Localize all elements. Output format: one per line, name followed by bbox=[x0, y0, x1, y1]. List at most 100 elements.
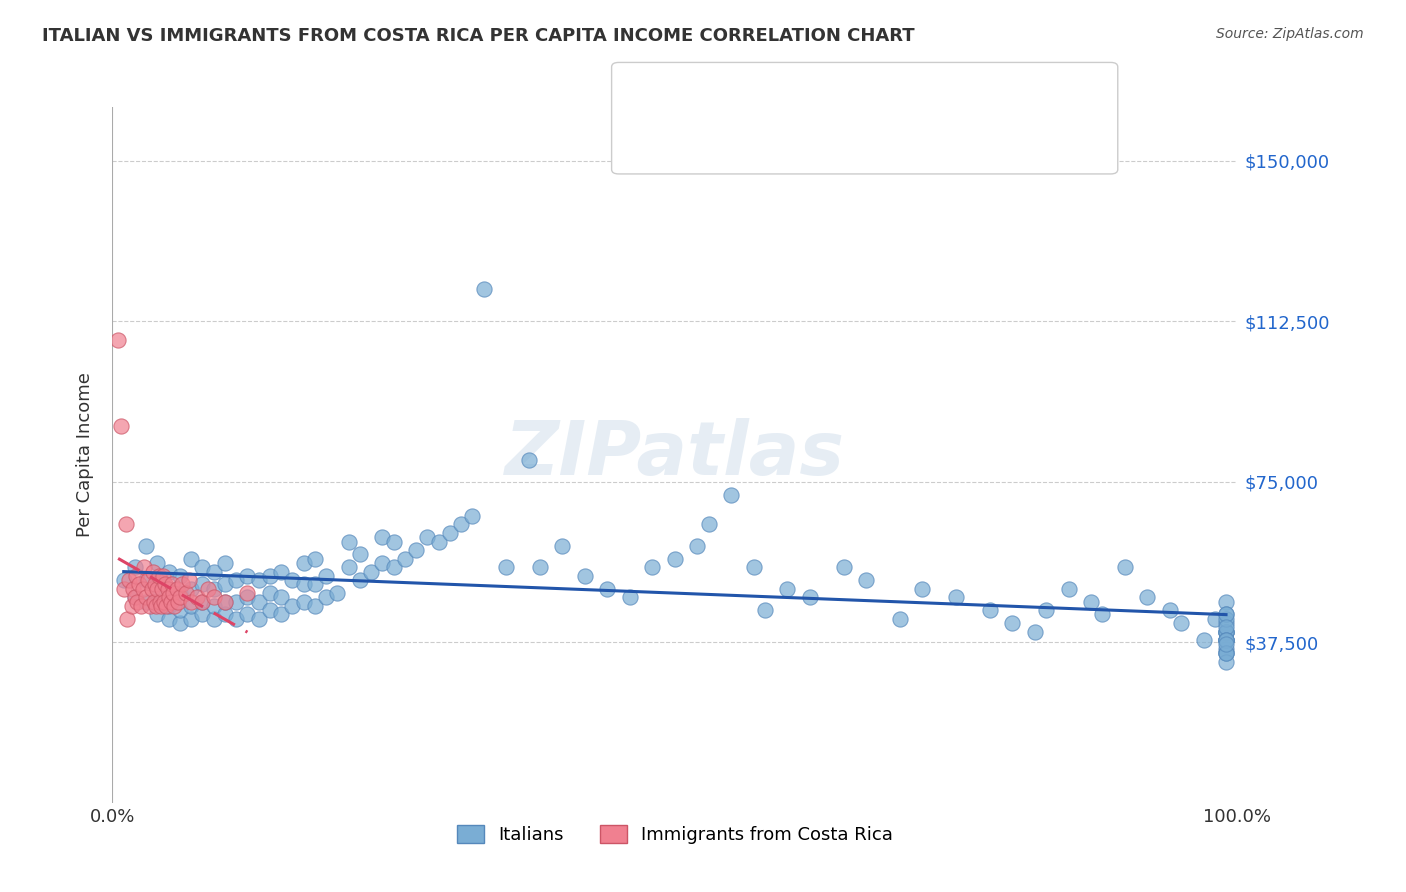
Point bbox=[270, 591, 292, 605]
Point bbox=[236, 586, 259, 600]
Point bbox=[202, 599, 225, 613]
Point bbox=[166, 582, 188, 596]
Point bbox=[270, 607, 292, 622]
Point bbox=[281, 573, 304, 587]
Point bbox=[1215, 624, 1237, 639]
Point bbox=[124, 591, 146, 605]
Point bbox=[247, 594, 270, 608]
Point bbox=[1159, 603, 1181, 617]
Point bbox=[259, 569, 281, 583]
Point bbox=[1035, 603, 1057, 617]
Y-axis label: Per Capita Income: Per Capita Income bbox=[76, 373, 94, 537]
Point bbox=[1215, 633, 1237, 648]
Point bbox=[157, 582, 180, 596]
Text: Source: ZipAtlas.com: Source: ZipAtlas.com bbox=[1216, 27, 1364, 41]
Point bbox=[1215, 655, 1237, 669]
Legend: Italians, Immigrants from Costa Rica: Italians, Immigrants from Costa Rica bbox=[450, 818, 900, 852]
Point bbox=[112, 582, 135, 596]
Point bbox=[135, 573, 157, 587]
Point bbox=[172, 577, 194, 591]
Point bbox=[1114, 560, 1136, 574]
Point bbox=[1024, 624, 1046, 639]
Point bbox=[157, 565, 180, 579]
Point bbox=[1215, 637, 1237, 651]
Point bbox=[157, 612, 180, 626]
Point bbox=[236, 591, 259, 605]
Point bbox=[115, 517, 138, 532]
Point bbox=[150, 582, 173, 596]
Point bbox=[1136, 591, 1159, 605]
Point bbox=[360, 565, 382, 579]
Point bbox=[1215, 612, 1237, 626]
Point bbox=[146, 573, 169, 587]
Point bbox=[349, 573, 371, 587]
Point bbox=[619, 591, 641, 605]
Point bbox=[225, 594, 247, 608]
Point bbox=[174, 586, 197, 600]
Point bbox=[247, 573, 270, 587]
Point bbox=[180, 582, 202, 596]
Point bbox=[1215, 607, 1237, 622]
Text: R = -0.013    N =  51: R = -0.013 N = 51 bbox=[678, 130, 887, 148]
Point bbox=[191, 594, 214, 608]
Text: ITALIAN VS IMMIGRANTS FROM COSTA RICA PER CAPITA INCOME CORRELATION CHART: ITALIAN VS IMMIGRANTS FROM COSTA RICA PE… bbox=[42, 27, 915, 45]
Point bbox=[138, 599, 160, 613]
Point bbox=[177, 573, 200, 587]
Point bbox=[1215, 594, 1237, 608]
Point bbox=[551, 539, 574, 553]
Point bbox=[118, 573, 141, 587]
Point bbox=[143, 577, 166, 591]
Point bbox=[1215, 646, 1237, 660]
Point bbox=[686, 539, 709, 553]
Point bbox=[1204, 612, 1226, 626]
Point bbox=[304, 577, 326, 591]
Point bbox=[337, 560, 360, 574]
Point bbox=[461, 508, 484, 523]
Point bbox=[304, 599, 326, 613]
Point bbox=[225, 612, 247, 626]
Point bbox=[315, 569, 337, 583]
Point bbox=[180, 551, 202, 566]
Point bbox=[450, 517, 472, 532]
Point bbox=[1215, 633, 1237, 648]
Point bbox=[259, 586, 281, 600]
Point bbox=[214, 594, 236, 608]
Point bbox=[169, 569, 191, 583]
Point bbox=[349, 548, 371, 562]
Point bbox=[191, 577, 214, 591]
Point bbox=[149, 599, 172, 613]
Point bbox=[236, 569, 259, 583]
Point bbox=[382, 534, 405, 549]
Point bbox=[169, 586, 191, 600]
Point bbox=[979, 603, 1001, 617]
Point bbox=[180, 599, 202, 613]
Point bbox=[157, 591, 180, 605]
Point bbox=[128, 577, 150, 591]
Point bbox=[1215, 620, 1237, 634]
Point bbox=[799, 591, 821, 605]
Point bbox=[1215, 641, 1237, 656]
Point bbox=[191, 594, 214, 608]
Point bbox=[129, 599, 152, 613]
Point bbox=[202, 582, 225, 596]
Point bbox=[754, 603, 776, 617]
Point bbox=[149, 594, 172, 608]
Point bbox=[315, 591, 337, 605]
Point bbox=[202, 591, 225, 605]
Point bbox=[641, 560, 664, 574]
Point bbox=[197, 582, 219, 596]
Point bbox=[138, 573, 160, 587]
Point bbox=[214, 607, 236, 622]
Text: R = -0.217    N = 132: R = -0.217 N = 132 bbox=[678, 92, 887, 110]
Point bbox=[160, 594, 183, 608]
Point bbox=[169, 591, 191, 605]
Point bbox=[146, 591, 169, 605]
Point bbox=[382, 560, 405, 574]
Point bbox=[1215, 624, 1237, 639]
Point bbox=[776, 582, 799, 596]
Point bbox=[1215, 607, 1237, 622]
Point bbox=[155, 577, 177, 591]
Point bbox=[911, 582, 934, 596]
Point bbox=[132, 582, 155, 596]
Point bbox=[163, 599, 186, 613]
